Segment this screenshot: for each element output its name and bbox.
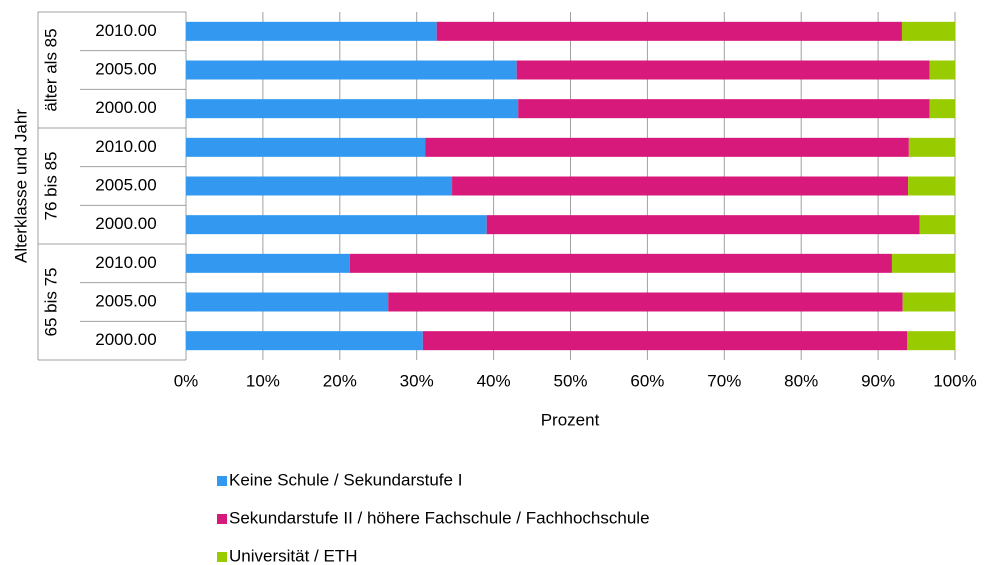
y-tick-label: 2010.00: [95, 137, 156, 156]
x-tick-label: 100%: [933, 371, 976, 390]
x-tick-label: 0%: [174, 371, 199, 390]
bar-segment: [186, 176, 453, 196]
bar-segment: [186, 215, 487, 235]
y-tick-label: 2010.00: [95, 21, 156, 40]
legend-swatch: [217, 514, 227, 524]
bar-segment: [186, 292, 389, 312]
x-tick-label: 40%: [477, 371, 511, 390]
x-tick-label: 30%: [400, 371, 434, 390]
y-tick-label: 2010.00: [95, 253, 156, 272]
legend-swatch: [217, 476, 227, 486]
bar-segment: [908, 137, 955, 157]
group-label: älter als 85: [41, 28, 60, 111]
x-tick-label: 50%: [553, 371, 587, 390]
bar-segment: [919, 215, 955, 235]
bar-segment: [388, 292, 903, 312]
group-label: 65 bis 75: [41, 268, 60, 337]
bar-segment: [349, 253, 892, 273]
group-label: 76 bis 85: [41, 152, 60, 221]
bar-segment: [929, 99, 955, 119]
x-axis-label: Prozent: [541, 410, 600, 429]
bar-segment: [186, 60, 517, 80]
bar-segment: [186, 331, 423, 351]
y-tick-label: 2000.00: [95, 98, 156, 117]
legend-label: Sekundarstufe II / höhere Fachschule / F…: [229, 508, 650, 527]
x-tick-label: 80%: [784, 371, 818, 390]
y-tick-label: 2000.00: [95, 330, 156, 349]
bar-segment: [516, 60, 930, 80]
x-tick-label: 70%: [707, 371, 741, 390]
legend-label: Keine Schule / Sekundarstufe I: [229, 470, 462, 489]
bar-segment: [186, 253, 350, 273]
y-tick-label: 2005.00: [95, 175, 156, 194]
y-axis-label: Alterklasse und Jahr: [11, 109, 30, 263]
bar-segment: [902, 292, 955, 312]
bar-segment: [186, 99, 519, 119]
bar-segment: [422, 331, 908, 351]
bar-segment: [436, 21, 902, 41]
bar-segment: [891, 253, 955, 273]
bar-segment: [908, 176, 955, 196]
bar-segment: [907, 331, 955, 351]
legend-label: Universität / ETH: [229, 546, 357, 565]
x-tick-label: 60%: [630, 371, 664, 390]
legend-swatch: [217, 552, 227, 562]
bar-segment: [186, 137, 426, 157]
y-tick-label: 2005.00: [95, 59, 156, 78]
bar-segment: [486, 215, 920, 235]
x-tick-label: 10%: [246, 371, 280, 390]
x-tick-label: 20%: [323, 371, 357, 390]
x-tick-label: 90%: [861, 371, 895, 390]
bar-segment: [901, 21, 955, 41]
bar-segment: [518, 99, 930, 119]
bar-segment: [425, 137, 909, 157]
bar-segment: [929, 60, 955, 80]
y-tick-label: 2005.00: [95, 291, 156, 310]
bar-segment: [452, 176, 909, 196]
y-tick-label: 2000.00: [95, 214, 156, 233]
bar-segment: [186, 21, 437, 41]
